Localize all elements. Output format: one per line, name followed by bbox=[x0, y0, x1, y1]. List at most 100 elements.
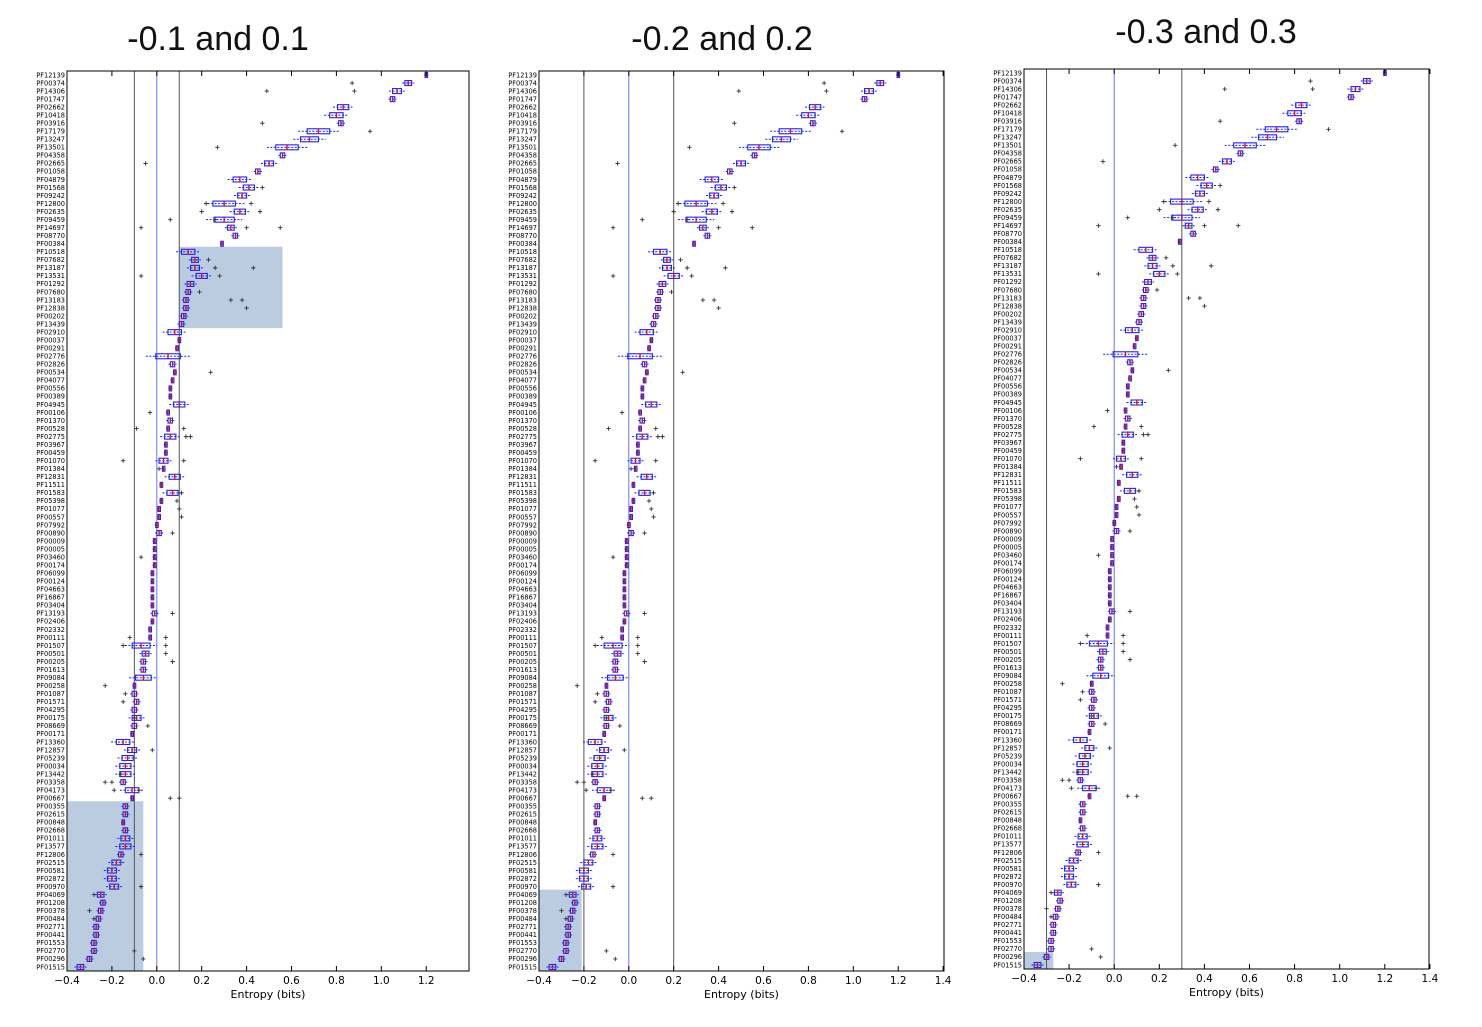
category-label: PF00355 bbox=[36, 803, 65, 811]
category-label: PF13183 bbox=[993, 294, 1022, 302]
outlier-point bbox=[1136, 488, 1142, 494]
x-tick-label: −0.4 bbox=[54, 975, 80, 987]
category-label: PF01747 bbox=[36, 95, 65, 103]
category-label: PF03460 bbox=[508, 553, 537, 561]
category-label: PF13360 bbox=[993, 736, 1022, 744]
outlier-point bbox=[1161, 199, 1167, 204]
outlier-point bbox=[123, 691, 128, 696]
category-label: PF05398 bbox=[36, 497, 65, 505]
category-label: PF12139 bbox=[508, 71, 537, 79]
category-label: PF00124 bbox=[508, 578, 537, 586]
outlier-point bbox=[1044, 906, 1049, 911]
category-label: PF00557 bbox=[508, 513, 537, 521]
chart-panel-1: PF12139PF00374PF14306PF01747PF02662PF104… bbox=[36, 70, 470, 1001]
outlier-point bbox=[138, 225, 144, 230]
category-label: PF02615 bbox=[36, 811, 65, 819]
outlier-point bbox=[1141, 432, 1146, 437]
category-label: PF00171 bbox=[993, 728, 1022, 736]
category-label: PF04879 bbox=[508, 176, 537, 184]
outlier-point bbox=[642, 659, 647, 664]
outlier-point bbox=[145, 723, 151, 729]
outlier-point bbox=[138, 273, 144, 279]
category-label: PF00174 bbox=[508, 561, 537, 569]
outlier-point bbox=[716, 225, 721, 230]
outlier-point bbox=[120, 458, 126, 463]
outlier-point bbox=[720, 201, 726, 206]
outlier-point bbox=[168, 796, 173, 801]
outlier-point bbox=[102, 683, 108, 688]
category-label: PF03358 bbox=[36, 778, 65, 786]
x-tick-label: −0.4 bbox=[1011, 973, 1037, 985]
outlier-point bbox=[1096, 552, 1101, 558]
outlier-point bbox=[1170, 215, 1176, 220]
category-label: PF00389 bbox=[993, 391, 1022, 399]
category-label: PF04077 bbox=[36, 377, 65, 385]
category-label: PF00848 bbox=[993, 817, 1022, 825]
category-label: PF13439 bbox=[993, 318, 1022, 326]
chart-panel-3: PF12139PF00374PF14306PF01747PF02662PF104… bbox=[993, 68, 1439, 999]
x-tick-label: 0.6 bbox=[1241, 973, 1258, 985]
x-tick-label: 0.0 bbox=[1106, 973, 1123, 985]
outlier-point bbox=[678, 257, 683, 263]
category-label: PF04295 bbox=[36, 706, 65, 714]
outlier-point bbox=[642, 611, 647, 616]
outlier-point bbox=[150, 747, 155, 753]
category-label: PF05239 bbox=[508, 754, 537, 762]
category-label: PF04358 bbox=[993, 150, 1022, 158]
category-label: PF01583 bbox=[36, 489, 65, 497]
outlier-point bbox=[660, 434, 665, 439]
outlier-point bbox=[821, 80, 827, 86]
category-label: PF16867 bbox=[36, 594, 65, 602]
category-label: PF02776 bbox=[36, 353, 65, 361]
outlier-point bbox=[203, 201, 209, 206]
category-label: PF00970 bbox=[36, 883, 65, 891]
category-label: PF00037 bbox=[508, 336, 537, 344]
category-label: PF01070 bbox=[993, 455, 1022, 463]
outlier-point bbox=[592, 643, 598, 648]
category-label: PF02635 bbox=[508, 208, 537, 216]
category-label: PF09459 bbox=[36, 216, 65, 224]
outlier-point bbox=[1060, 681, 1065, 686]
outlier-point bbox=[651, 490, 656, 496]
category-label: PF00171 bbox=[36, 730, 65, 738]
outlier-point bbox=[1098, 954, 1103, 960]
outlier-point bbox=[574, 683, 580, 688]
category-label: PF02668 bbox=[508, 827, 537, 835]
category-label: PF00037 bbox=[993, 334, 1022, 342]
category-label: PF00534 bbox=[36, 369, 65, 377]
category-label: PF00556 bbox=[993, 383, 1022, 391]
category-label: PF01515 bbox=[36, 963, 65, 971]
category-label: PF00291 bbox=[36, 345, 65, 353]
category-label: PF04663 bbox=[993, 584, 1022, 592]
category-label: PF01747 bbox=[993, 93, 1022, 101]
category-label: PF04173 bbox=[36, 786, 65, 794]
category-label: PF02665 bbox=[993, 158, 1022, 166]
category-label: PF07682 bbox=[508, 256, 537, 264]
outlier-point bbox=[1326, 127, 1331, 132]
category-label: PF02332 bbox=[36, 626, 65, 634]
category-label: PF00009 bbox=[36, 537, 65, 545]
outlier-point bbox=[1206, 199, 1212, 204]
category-label: PF09084 bbox=[36, 674, 65, 682]
outlier-point bbox=[174, 498, 180, 504]
outlier-point bbox=[239, 297, 245, 303]
outlier-point bbox=[1166, 368, 1171, 373]
category-label: PF00667 bbox=[36, 795, 65, 803]
outlier-point bbox=[188, 434, 193, 439]
outlier-point bbox=[1075, 769, 1081, 775]
category-label: PF01070 bbox=[508, 457, 537, 465]
outlier-point bbox=[732, 185, 737, 190]
category-label: PF00124 bbox=[36, 578, 65, 586]
outlier-point bbox=[1132, 496, 1137, 502]
outlier-point bbox=[1048, 890, 1054, 895]
outlier-point bbox=[138, 884, 144, 889]
category-label: PF13360 bbox=[508, 738, 537, 746]
outlier-point bbox=[635, 651, 640, 656]
category-label: PF03404 bbox=[508, 602, 537, 610]
category-label: PF13442 bbox=[993, 768, 1022, 776]
category-label: PF01613 bbox=[36, 666, 65, 674]
category-label: PF14306 bbox=[36, 87, 65, 95]
category-label: PF04663 bbox=[508, 586, 537, 594]
category-label: PF03460 bbox=[993, 551, 1022, 559]
category-label: PF00005 bbox=[508, 545, 537, 553]
